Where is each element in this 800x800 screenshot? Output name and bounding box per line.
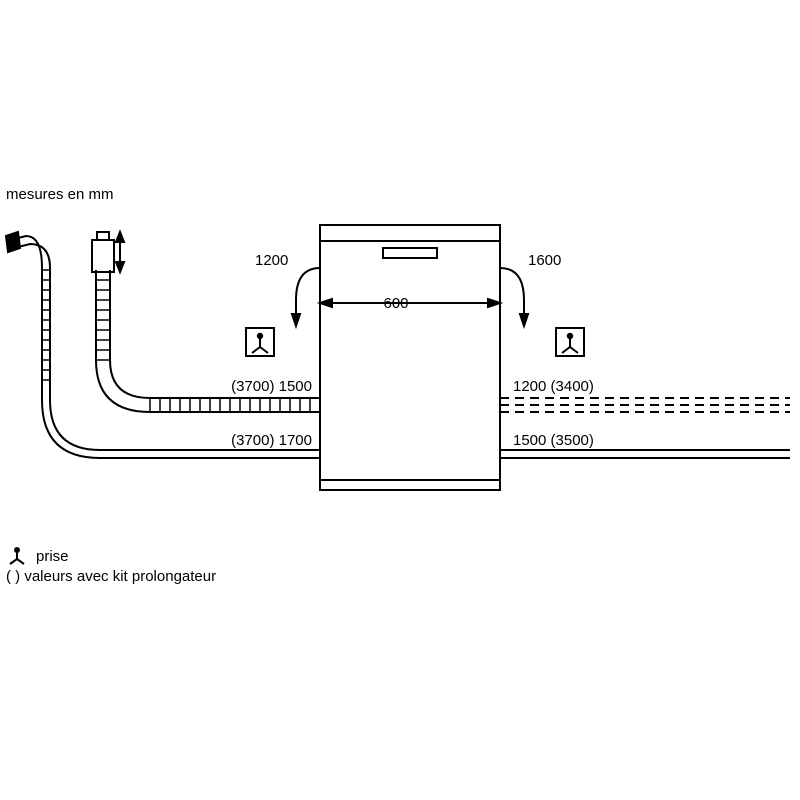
legend-prise: prise [36,548,69,565]
appliance [320,225,500,490]
arrow-left-top [292,260,320,326]
outlet-right [556,328,584,356]
dim-right-bot: 1500 (3500) [513,432,594,449]
arrow-right-top [500,260,528,326]
legend-prise-icon [10,548,24,564]
diagram-svg [0,0,800,800]
dim-right-mid: 1200 (3400) [513,378,594,395]
legend-valeurs: ( ) valeurs avec kit prolongateur [6,568,216,585]
outlet-left [246,328,274,356]
dim-right-top: 1600 [528,252,561,269]
cables-right-lower [500,450,790,458]
dim-left-top: 1200 [255,252,288,269]
dim-width-line [320,299,500,307]
dim-left-mid: (3700) 1500 [231,378,312,395]
dim-width: 600 [383,295,408,312]
dim-left-bot: (3700) 1700 [231,432,312,449]
cables-right-upper [500,398,790,412]
header-title: mesures en mm [6,186,114,203]
